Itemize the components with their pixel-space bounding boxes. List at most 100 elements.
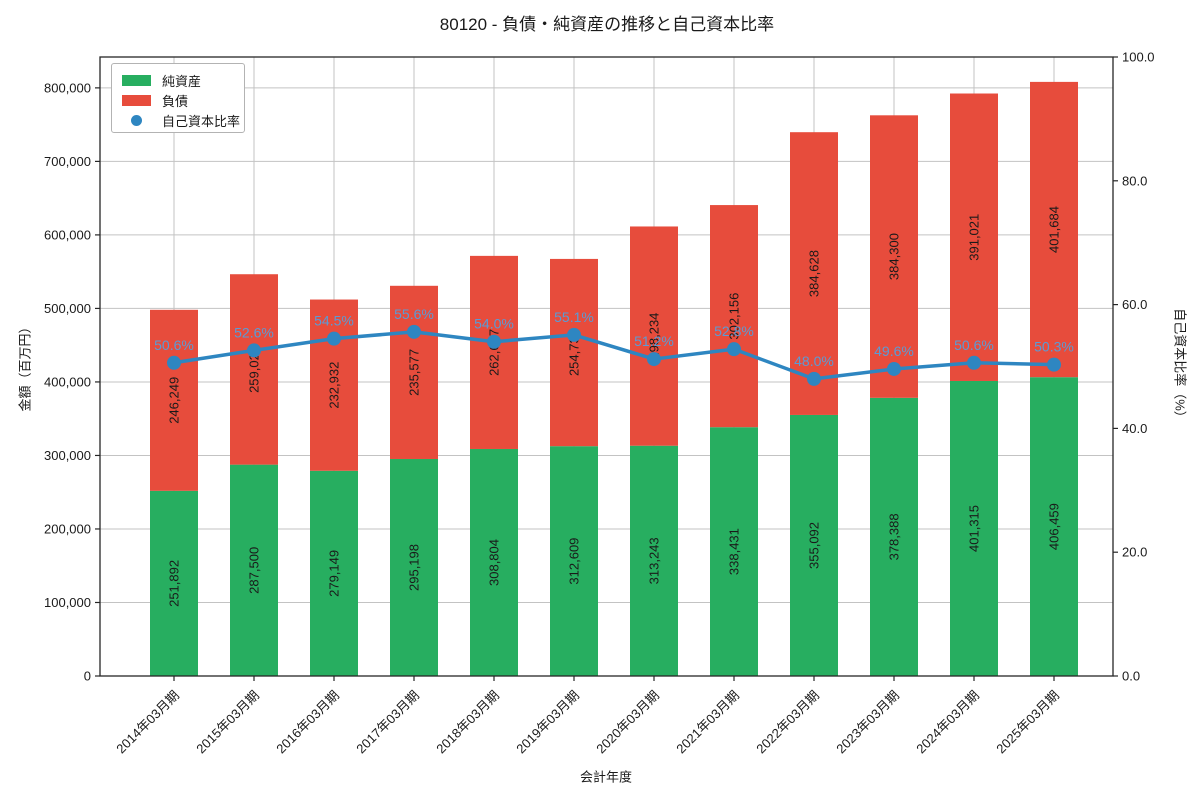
bar-value-label-liabilities: 384,628: [807, 250, 822, 297]
bar-value-label-net-assets: 378,388: [887, 513, 902, 560]
legend-label: 純資産: [162, 73, 202, 89]
equity-ratio-marker: [967, 355, 981, 370]
legend-swatch-icon: [122, 94, 151, 106]
equity-ratio-marker: [647, 352, 661, 367]
y-left-tick-label: 200,000: [44, 521, 91, 536]
chart-title: 80120 - 負債・純資産の推移と自己資本比率: [439, 15, 775, 34]
equity-ratio-label: 54.0%: [474, 316, 514, 332]
bar-value-label-liabilities: 401,684: [1047, 206, 1062, 253]
equity-ratio-marker: [487, 334, 501, 349]
bar-segment-liabilities: [790, 132, 838, 415]
x-tick-label: 2020年03月期: [593, 688, 662, 757]
equity-ratio-marker: [407, 324, 421, 339]
bar-segment-liabilities: [310, 299, 358, 471]
equity-ratio-line: [173, 330, 1055, 381]
y-axis-title-left: 金額（百万円）: [17, 320, 33, 412]
bar-segment-net-assets: [710, 427, 758, 676]
x-tick-label: 2015年03月期: [193, 688, 262, 757]
bar-value-label-liabilities: 298,234: [647, 313, 662, 360]
equity-ratio-marker: [327, 331, 341, 346]
legend-label: 自己資本比率: [162, 113, 241, 129]
x-tick-label: 2017年03月期: [353, 688, 422, 757]
y-right-tick-label: 100.0: [1122, 50, 1155, 65]
equity-ratio-label: 50.3%: [1034, 339, 1074, 355]
y-left-tick-label: 100,000: [44, 595, 91, 610]
equity-ratio-marker: [887, 361, 901, 376]
y-left-tick-label: 600,000: [44, 227, 91, 242]
equity-ratio-label: 54.5%: [314, 313, 354, 329]
y-right-tick-label: 80.0: [1122, 173, 1147, 188]
bar-value-label-liabilities: 384,300: [887, 233, 902, 280]
equity-ratio-label: 48.0%: [794, 353, 834, 369]
x-tick-label: 2016年03月期: [273, 688, 342, 757]
bar-value-label-net-assets: 338,431: [727, 528, 742, 575]
bar-segment-net-assets: [870, 397, 918, 676]
bar-value-label-net-assets: 308,804: [487, 539, 502, 586]
equity-ratio-label: 50.6%: [154, 337, 194, 353]
bar-segment-net-assets: [310, 470, 358, 676]
bar-segment-liabilities: [630, 226, 678, 446]
y-left-tick-label: 800,000: [44, 80, 91, 95]
bar-segment-net-assets: [550, 446, 598, 676]
bar-segment-liabilities: [550, 258, 598, 447]
x-tick-label: 2018年03月期: [433, 688, 502, 757]
equity-ratio-label: 49.6%: [874, 343, 914, 359]
x-tick-label: 2021年03月期: [673, 688, 742, 757]
bar-segment-net-assets: [230, 464, 278, 676]
equity-ratio-label: 55.6%: [394, 306, 434, 322]
y-left-tick-label: 400,000: [44, 374, 91, 389]
bar-value-label-liabilities: 232,932: [327, 362, 342, 409]
bar-value-label-net-assets: 287,500: [247, 547, 262, 594]
equity-ratio-marker: [167, 355, 181, 370]
y-right-tick-label: 0.0: [1122, 669, 1140, 684]
legend-label: 負債: [162, 93, 189, 109]
bar-value-label-net-assets: 295,198: [407, 544, 422, 591]
y-right-tick-label: 40.0: [1122, 421, 1147, 436]
bar-value-label-liabilities: 235,577: [407, 349, 422, 396]
y-right-tick-label: 20.0: [1122, 545, 1147, 560]
bar-segment-net-assets: [630, 445, 678, 676]
x-tick-label: 2023年03月期: [833, 688, 902, 757]
bar-segment-net-assets: [950, 380, 998, 676]
y-left-tick-label: 700,000: [44, 154, 91, 169]
bar-value-label-liabilities: 302,156: [727, 293, 742, 340]
equity-ratio-marker: [567, 327, 581, 342]
x-tick-label: 2019年03月期: [513, 688, 582, 757]
legend-dot-icon: [131, 114, 142, 126]
bar-segment-liabilities: [710, 205, 758, 428]
bar-value-label-net-assets: 279,149: [327, 550, 342, 597]
bar-value-label-liabilities: 246,249: [167, 377, 182, 424]
equity-ratio-marker: [1047, 357, 1061, 372]
bar-segment-liabilities: [950, 93, 998, 381]
y-left-tick-label: 300,000: [44, 448, 91, 463]
bar-segment-liabilities: [870, 115, 918, 398]
x-axis-title: 会計年度: [579, 769, 633, 785]
bar-segment-liabilities: [230, 274, 278, 465]
bar-segment-net-assets: [790, 414, 838, 676]
bar-value-label-liabilities: 391,021: [967, 214, 982, 261]
equity-ratio-marker: [807, 371, 821, 386]
bar-value-label-net-assets: 313,243: [647, 537, 662, 584]
legend-item: 純資産: [122, 70, 236, 90]
y-right-tick-label: 60.0: [1122, 297, 1147, 312]
bar-segment-liabilities: [150, 309, 198, 491]
bar-segment-net-assets: [470, 448, 518, 676]
legend-swatch-icon: [122, 74, 151, 86]
equity-ratio-label: 50.6%: [954, 337, 994, 353]
bar-segment-net-assets: [150, 490, 198, 676]
legend-item: 自己資本比率: [122, 110, 240, 130]
bar-segment-liabilities: [1030, 81, 1078, 378]
bar-value-label-liabilities: 259,020: [247, 346, 262, 393]
legend-item: 負債: [122, 90, 236, 110]
bar-segment-net-assets: [390, 458, 438, 676]
bar-value-label-net-assets: 355,092: [807, 522, 822, 569]
x-tick-label: 2014年03月期: [113, 688, 182, 757]
equity-ratio-marker: [247, 343, 261, 358]
equity-ratio-label: 51.2%: [634, 333, 674, 349]
x-tick-label: 2022年03月期: [753, 688, 822, 757]
equity-ratio-marker: [727, 342, 741, 357]
equity-ratio-label: 52.6%: [234, 324, 274, 340]
x-tick-label: 2025年03月期: [993, 688, 1062, 757]
bar-value-label-net-assets: 401,315: [967, 505, 982, 552]
